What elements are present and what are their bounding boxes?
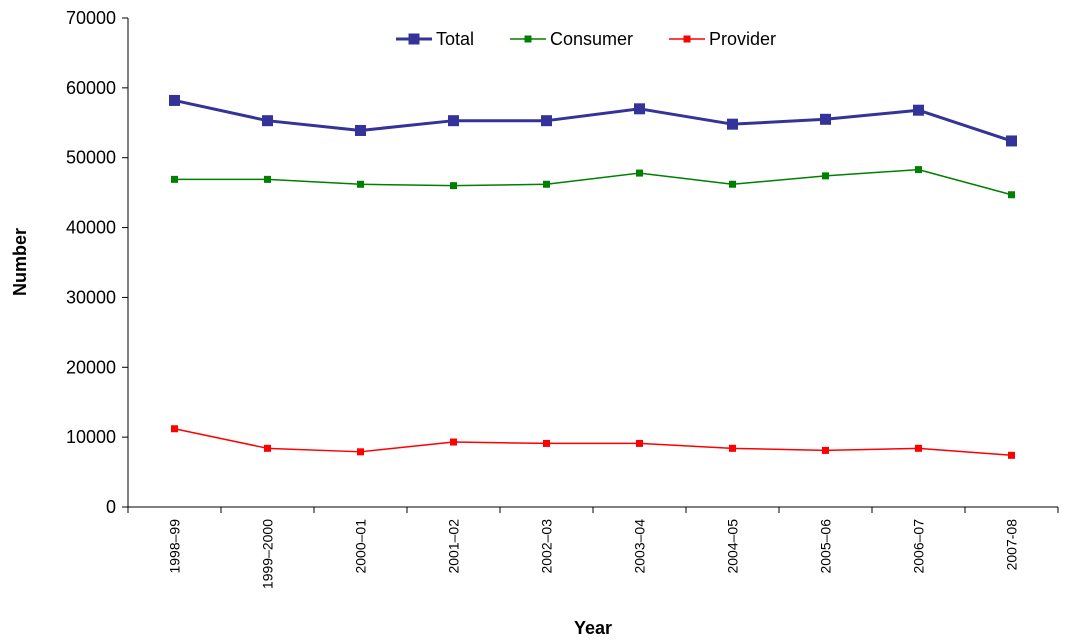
y-tick-label: 60000 (66, 78, 116, 98)
y-tick-label: 20000 (66, 357, 116, 377)
data-point (357, 448, 364, 456)
data-point (543, 439, 550, 447)
data-point (822, 172, 829, 180)
x-axis-title: Year (574, 618, 612, 638)
data-point (729, 444, 736, 452)
data-point (729, 180, 736, 188)
data-point (915, 166, 922, 174)
x-tick-label: 2002–03 (539, 519, 555, 574)
y-tick-label: 0 (106, 497, 116, 517)
legend-entry: Total (396, 29, 474, 49)
data-point (448, 115, 459, 127)
x-tick-label: 2005–06 (818, 519, 834, 574)
y-tick-label: 40000 (66, 218, 116, 238)
x-tick-label: 2004–05 (725, 519, 741, 574)
data-point (171, 425, 178, 433)
y-tick-label: 50000 (66, 148, 116, 168)
data-point (357, 180, 364, 188)
x-axis-ticks: 1998–99 1999–2000 2000–01 2001–02 2002–03 200… (127, 507, 1059, 589)
legend-entry: Consumer (510, 29, 633, 49)
series-line (174, 98, 1012, 143)
data-point (1006, 135, 1017, 147)
data-point (636, 439, 643, 447)
x-tick-label: 2003–04 (632, 519, 648, 574)
y-tick-label: 70000 (66, 8, 116, 28)
data-point (541, 115, 552, 127)
data-point (822, 446, 829, 454)
y-axis-ticks: 0 10000 20000 30000 40000 50000 60000 70000 (66, 8, 128, 517)
data-point (262, 115, 273, 127)
x-tick-label: 2006–07 (911, 519, 927, 574)
x-tick-label: 1998–99 (167, 519, 183, 574)
data-point (355, 124, 366, 136)
data-point (450, 182, 457, 190)
y-tick-label: 10000 (66, 427, 116, 447)
legend-marker (408, 33, 420, 45)
legend-entry: Provider (669, 29, 776, 49)
series-line (174, 168, 1012, 196)
x-tick-label: 1999–2000 (260, 519, 276, 589)
y-axis-title: Number (10, 228, 30, 296)
data-point (634, 103, 645, 115)
data-point (913, 104, 924, 116)
data-point (915, 444, 922, 452)
legend-marker (524, 35, 532, 43)
legend: Total Consumer Provider (396, 29, 776, 49)
data-point (264, 175, 271, 183)
data-point (169, 94, 180, 106)
series-total (169, 94, 1017, 147)
legend-label: Provider (709, 29, 776, 49)
data-point (1008, 191, 1015, 199)
data-point (543, 180, 550, 188)
series-consumer (171, 166, 1015, 199)
x-tick-label: 2000–01 (353, 519, 369, 574)
data-point (727, 118, 738, 130)
data-point (820, 113, 831, 125)
legend-label: Total (436, 29, 474, 49)
legend-marker (683, 35, 691, 43)
series-line (174, 428, 1012, 457)
series-layer (169, 94, 1017, 459)
data-point (171, 175, 178, 183)
data-point (636, 169, 643, 177)
data-point (1008, 451, 1015, 459)
x-tick-label: 2001–02 (446, 519, 462, 574)
data-point (450, 438, 457, 446)
legend-label: Consumer (550, 29, 633, 49)
series-provider (171, 425, 1015, 459)
y-tick-label: 30000 (66, 287, 116, 307)
x-tick-label: 2007-08 (1004, 519, 1020, 571)
data-point (264, 444, 271, 452)
